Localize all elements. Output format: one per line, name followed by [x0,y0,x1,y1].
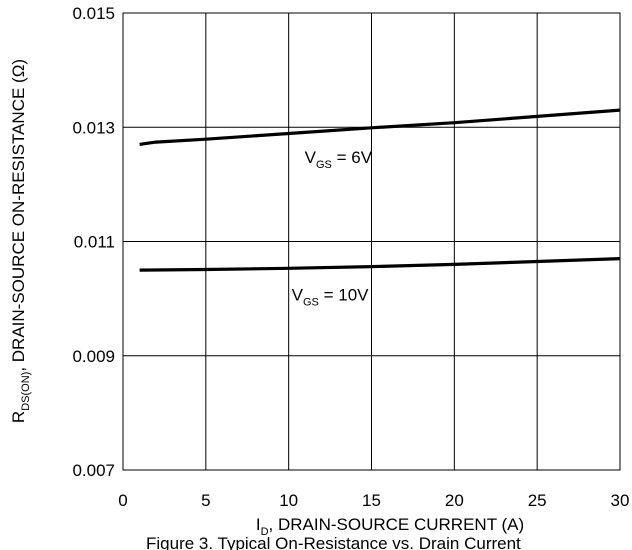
figure-caption: Figure 3. Typical On-Resistance vs. Drai… [146,534,521,550]
x-tick-label: 25 [528,491,547,510]
annotation-main: V [292,285,304,304]
x-tick-label: 30 [611,491,630,510]
plot-frame [122,12,621,471]
x-axis-title: ID, DRAIN-SOURCE CURRENT (A) [256,515,524,538]
y-tick-label: 0.015 [72,4,115,23]
x-tick-label: 15 [362,491,381,510]
x-tick-label: 10 [279,491,298,510]
grid-lines [123,13,620,470]
series-line-vgs-10v [139,257,620,272]
y-tick-labels: 0.007 0.009 0.011 0.013 0.015 [72,4,115,480]
y-tick-label: 0.013 [72,118,115,137]
annotation-main: V [305,148,317,167]
annotation-sub: GS [303,296,319,308]
series-line-vgs-6v [139,108,620,146]
y-tick-label: 0.007 [72,461,115,480]
y-axis-title: RDS(ON), DRAIN-SOURCE ON-RESISTANCE (Ω) [9,59,32,423]
x-tick-labels: 0 5 10 15 20 25 30 [118,491,629,510]
annotation-vgs-10v: VGS = 10V [292,285,370,308]
x-tick-label: 20 [445,491,464,510]
y-tick-label: 0.011 [74,233,115,252]
y-tick-label: 0.009 [72,347,115,366]
x-tick-label: 0 [118,491,127,510]
x-tick-label: 5 [201,491,210,510]
annotation-rest: = 10V [319,285,369,304]
series-lines [139,108,620,272]
annotation-vgs-6v: VGS = 6V [305,148,373,171]
annotation-rest: = 6V [332,148,373,167]
annotation-sub: GS [316,159,332,171]
